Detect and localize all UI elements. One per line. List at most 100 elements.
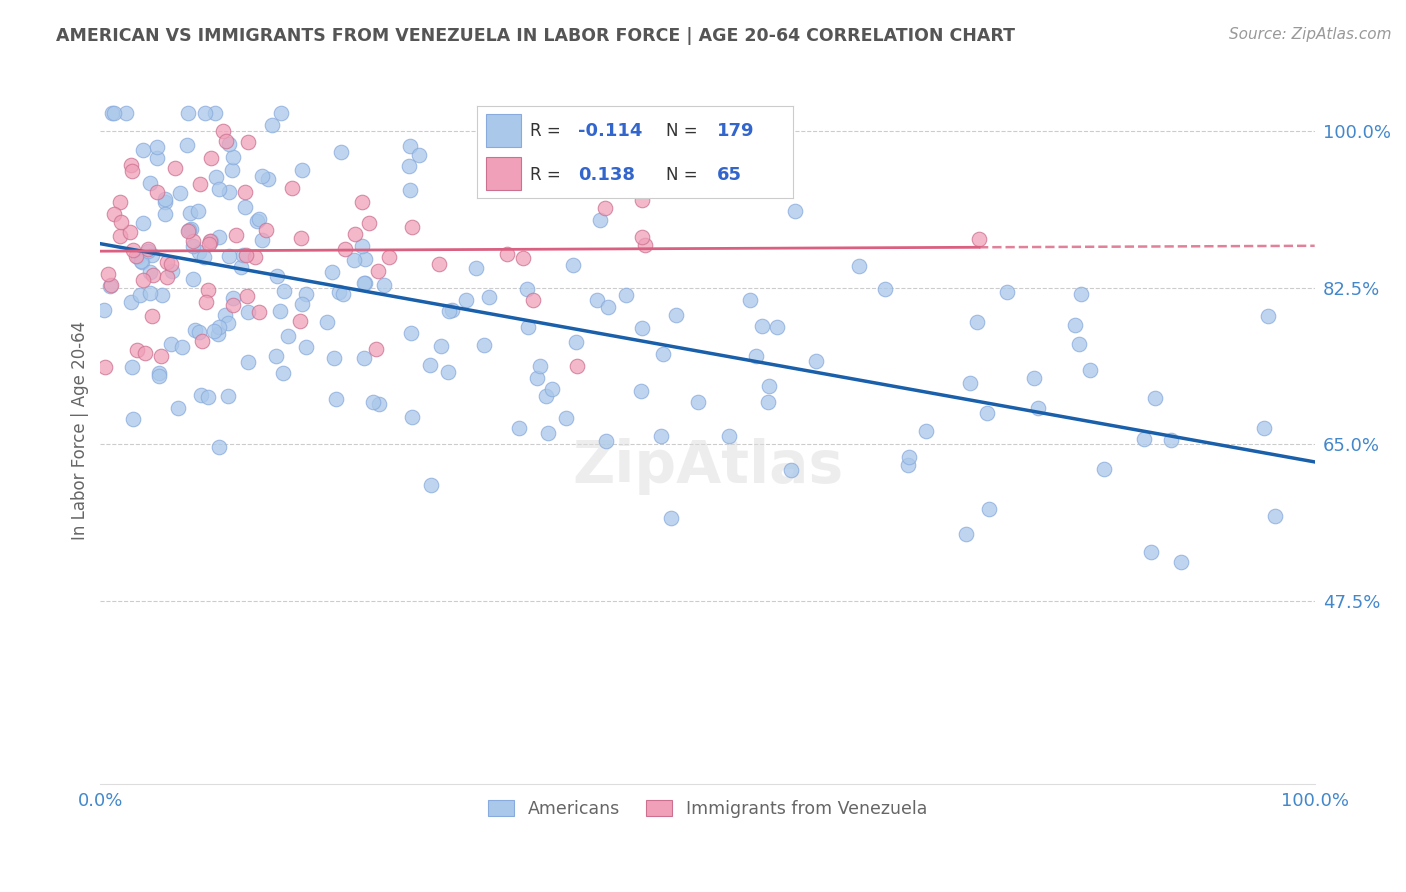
Point (456, 293, 478, 307)
Point (634, 238, 657, 252)
Point (555, 411, 578, 425)
Point (264, 349, 287, 363)
Point (596, 300, 619, 314)
Point (472, 338, 495, 352)
Y-axis label: In Labor Force | Age 20-64: In Labor Force | Age 20-64 (72, 321, 89, 541)
Point (208, 320, 231, 334)
Point (959, 376, 981, 391)
Point (915, 424, 938, 438)
Point (766, 319, 789, 334)
Point (354, 276, 377, 290)
Point (195, 294, 218, 309)
Point (955, 527, 977, 541)
Point (153, 195, 176, 210)
Point (291, 296, 314, 310)
Point (1078, 363, 1101, 377)
Point (526, 371, 548, 385)
Point (148, 367, 170, 381)
Point (420, 478, 443, 492)
Point (188, 326, 211, 340)
Point (585, 293, 607, 307)
Point (897, 458, 920, 472)
Point (966, 315, 988, 329)
Point (176, 137, 198, 152)
Point (361, 395, 384, 409)
Point (132, 273, 155, 287)
Point (780, 462, 803, 476)
Point (277, 329, 299, 343)
Point (437, 366, 460, 380)
Point (139, 265, 162, 279)
Point (343, 252, 366, 267)
Point (330, 145, 353, 160)
Point (260, 118, 283, 132)
Point (364, 342, 387, 356)
Point (121, 412, 143, 426)
Point (464, 260, 486, 275)
Point (110, 214, 132, 228)
Point (197, 237, 219, 252)
Point (177, 224, 200, 238)
Point (1170, 555, 1192, 569)
Point (441, 302, 464, 317)
Point (208, 229, 231, 244)
Point (181, 272, 204, 286)
Point (100, 106, 122, 120)
Point (142, 268, 165, 283)
Point (783, 204, 806, 219)
Point (1144, 391, 1167, 405)
Point (217, 389, 239, 403)
Point (212, 124, 235, 138)
Point (522, 293, 544, 307)
Point (218, 249, 240, 263)
Point (165, 161, 187, 176)
Point (246, 214, 269, 228)
Point (214, 308, 236, 322)
Point (247, 305, 270, 319)
Point (149, 349, 172, 363)
Point (517, 319, 540, 334)
Point (120, 158, 142, 172)
Point (429, 257, 451, 271)
Point (353, 351, 375, 366)
Point (202, 324, 225, 338)
Point (1092, 462, 1115, 476)
Point (541, 382, 564, 396)
Point (236, 305, 259, 319)
Point (125, 249, 148, 263)
Point (291, 163, 314, 178)
Point (976, 406, 998, 420)
Point (717, 429, 740, 443)
Point (169, 186, 191, 200)
Point (273, 284, 295, 298)
Point (512, 251, 534, 265)
Point (686, 395, 709, 409)
Point (179, 223, 201, 237)
Point (328, 285, 350, 300)
Point (148, 368, 170, 383)
Point (108, 229, 131, 244)
Point (232, 248, 254, 262)
Point (98, 278, 121, 293)
Point (188, 178, 211, 192)
Text: AMERICAN VS IMMIGRANTS FROM VENEZUELA IN LABOR FORCE | AGE 20-64 CORRELATION CHA: AMERICAN VS IMMIGRANTS FROM VENEZUELA IN… (56, 27, 1015, 45)
Point (419, 359, 441, 373)
Point (96, 268, 118, 282)
Point (408, 147, 430, 161)
Point (343, 227, 366, 241)
Point (357, 216, 380, 230)
Point (166, 401, 188, 416)
Point (322, 351, 344, 365)
Point (1133, 432, 1156, 446)
Point (127, 250, 149, 264)
Point (156, 269, 179, 284)
Point (215, 134, 238, 148)
Point (150, 287, 173, 301)
Point (131, 144, 153, 158)
Point (153, 192, 176, 206)
Point (194, 106, 217, 120)
Point (609, 176, 631, 190)
Point (200, 151, 222, 165)
Point (222, 150, 245, 164)
Point (529, 359, 551, 373)
